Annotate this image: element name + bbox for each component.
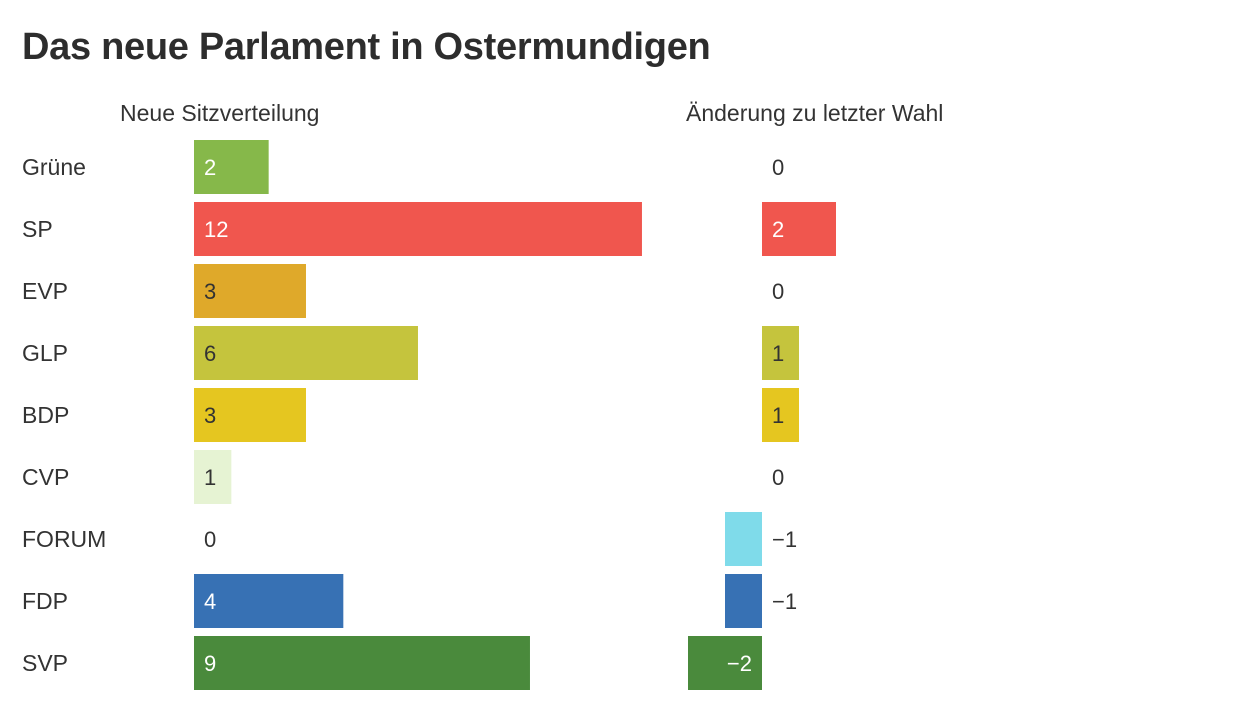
seat-bar (194, 264, 306, 318)
seat-bar (194, 140, 269, 194)
seat-value-label: 3 (204, 279, 216, 304)
seat-bar (194, 388, 306, 442)
category-label: SP (22, 216, 53, 242)
seat-bar (194, 574, 344, 628)
category-label: FDP (22, 588, 68, 614)
seat-value-label: 12 (204, 217, 228, 242)
change-bar (762, 326, 799, 380)
change-value-label: 2 (772, 217, 784, 242)
seat-bar (194, 326, 418, 380)
category-label: BDP (22, 402, 69, 428)
seat-value-label: 9 (204, 651, 216, 676)
seat-bar (194, 450, 232, 504)
seat-value-label: 3 (204, 403, 216, 428)
category-label: Grüne (22, 154, 86, 180)
category-label: CVP (22, 464, 69, 490)
seats-column-header: Neue Sitzverteilung (120, 100, 320, 126)
seat-value-label: 0 (204, 527, 216, 552)
change-value-label: 0 (772, 155, 784, 180)
seat-bar (194, 636, 530, 690)
chart-title: Das neue Parlament in Ostermundigen (22, 26, 711, 68)
seat-bar (194, 202, 642, 256)
change-value-label: −2 (727, 651, 752, 676)
change-value-label: 0 (772, 279, 784, 304)
change-bar (762, 202, 836, 256)
seat-value-label: 4 (204, 589, 216, 614)
category-label: SVP (22, 650, 68, 676)
change-column-header: Änderung zu letzter Wahl (686, 100, 944, 126)
seat-value-label: 1 (204, 465, 216, 490)
category-label: GLP (22, 340, 68, 366)
seat-value-label: 6 (204, 341, 216, 366)
change-bar (688, 636, 762, 690)
change-bar (725, 574, 762, 628)
change-bar (725, 512, 762, 566)
seat-value-label: 2 (204, 155, 216, 180)
change-value-label: −1 (772, 589, 797, 614)
category-label: EVP (22, 278, 68, 304)
change-value-label: 0 (772, 465, 784, 490)
change-bar (762, 388, 799, 442)
category-label: FORUM (22, 526, 106, 552)
change-value-label: −1 (772, 527, 797, 552)
change-value-label: 1 (772, 341, 784, 366)
change-value-label: 1 (772, 403, 784, 428)
